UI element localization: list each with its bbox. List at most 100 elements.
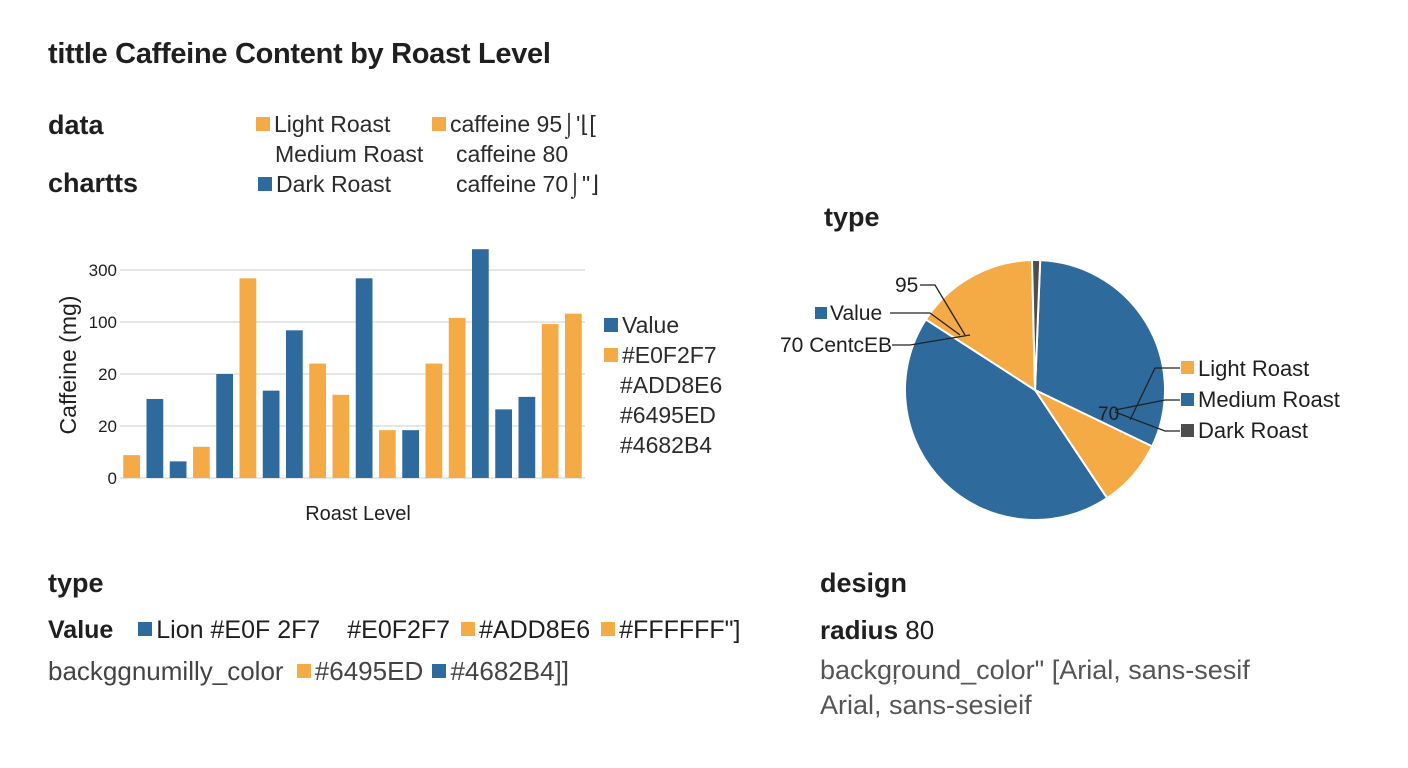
pie-chart: 95 Value 70 CentcEB 70 Light Roast Mediu… (780, 259, 1340, 521)
bar-blue (169, 461, 187, 478)
bar-orange (332, 394, 350, 478)
type-item: #FFFFFF"] (601, 616, 741, 644)
callout-line (1129, 367, 1180, 421)
data-row-3: Dark Roast (258, 171, 391, 198)
design-heading: design (820, 568, 908, 598)
pie-slice-blue (903, 318, 1109, 521)
swatch-dark-icon (1181, 424, 1194, 437)
data-row-2: Medium Roast (275, 141, 424, 167)
type-item: Lion #E0F 2F7 (138, 616, 320, 644)
bar-orange (565, 313, 582, 478)
pie-heading: type (824, 202, 880, 232)
y-tick-label: 20 (98, 365, 117, 384)
bar-legend-item: #6495ED (604, 400, 722, 430)
radius-row: radius 80 (820, 615, 934, 646)
swatch-blue-icon (432, 664, 447, 679)
bar-orange (448, 317, 466, 478)
radius-value: 80 (905, 615, 935, 645)
swatch-blue-icon (604, 317, 618, 332)
design-line-1: backgŗound_color" [Arial, sans-sesif (820, 655, 1250, 685)
bar-legend-item: Value (604, 310, 722, 340)
pie-slice-orange (924, 259, 1037, 392)
bar-x-axis-title: Roast Level (305, 503, 411, 525)
bar-blue (518, 396, 536, 478)
bar-blue (402, 430, 419, 478)
pie-callout-70: 70 (1098, 404, 1119, 425)
bar-legend-item: #E0F2F7 (604, 340, 722, 370)
callout-line (1114, 411, 1180, 432)
radius-label: radius (820, 615, 899, 645)
data-row-1: Light Roast (256, 111, 390, 138)
swatch-orange-icon (461, 622, 476, 637)
pie-slice-blue (1033, 259, 1166, 448)
y-tick-label: 20 (98, 417, 117, 436)
bar-orange (193, 446, 210, 478)
pie-legend-light-roast: Light Roast (1198, 356, 1309, 381)
bar-legend-text: #6495ED (620, 402, 716, 428)
type-item: #ADD8E6 (461, 616, 590, 644)
callout-line (1114, 399, 1180, 411)
type-row-1: Value Lion #E0F 2F7 #E0F2F7 #ADD8E6 #FFF… (48, 616, 741, 645)
bar-legend-item: #ADD8E6 (604, 370, 722, 400)
page-title: tittle Caffeine Content by Roast Level (48, 38, 551, 70)
bar-orange (425, 363, 443, 478)
bar-orange (239, 278, 257, 478)
charts-label: chartts (48, 168, 139, 198)
type-row-1-label: Value (48, 616, 114, 644)
bar-orange (309, 363, 326, 478)
bar-legend: Value #E0F2F7 #ADD8E6 #6495ED #4682B4 (604, 310, 722, 460)
swatch-blue-icon (1181, 393, 1194, 406)
pie-callout-95: 95 (895, 274, 918, 297)
pie-slices (903, 259, 1166, 521)
swatch-blue-icon (258, 176, 272, 191)
bar-orange (379, 430, 396, 478)
swatch-orange-icon (1181, 361, 1194, 374)
pie-callout-value: Value (830, 302, 882, 325)
bar-blue (472, 249, 489, 478)
bar-yticks: 300 100 20 20 0 (89, 261, 117, 488)
bar-chart: 300 100 20 20 0 Caffeine (mg) Roast Level (55, 249, 585, 525)
bar-legend-text: #4682B4 (620, 432, 713, 458)
swatch-blue-icon (815, 307, 827, 319)
data-row-name: Dark Roast (276, 171, 392, 197)
pie-callout-70-centceb: 70 CentcEB (780, 334, 892, 357)
type-heading: type (48, 568, 104, 598)
swatch-orange-icon (601, 622, 616, 637)
callout-line (892, 334, 971, 346)
type-item: #6495ED (296, 656, 423, 686)
y-tick-label: 100 (89, 313, 117, 332)
bar-legend-text: Value (622, 312, 680, 338)
y-tick-label: 0 (108, 469, 117, 488)
swatch-blue-icon (138, 622, 153, 637)
callout-line (920, 284, 966, 336)
bar-grid (120, 269, 585, 479)
bar-blue (216, 374, 233, 478)
data-row-1-value: caffeine 95⌡'⌊[ (432, 111, 596, 138)
swatch-orange-icon (256, 116, 270, 131)
type-row-2-label: backggnumilly_color (48, 656, 284, 686)
bar-legend-item: #4682B4 (604, 430, 722, 460)
pie-legend-dark-roast: Dark Roast (1198, 418, 1308, 443)
data-row-value: caffeine 95⌡'⌊[ (450, 111, 596, 137)
bar-blue (262, 390, 280, 478)
type-item: #4682B4]] (432, 656, 569, 686)
y-tick-label: 300 (89, 261, 117, 280)
bar-y-axis-title: Caffeine (mg) (55, 296, 81, 435)
bar-blue (286, 330, 303, 478)
data-row-3-value: caffeine 70⌡"⌋ (456, 171, 600, 197)
design-line-2: Arial, sans-sesieif (820, 690, 1032, 720)
pie-slice-dark (1031, 259, 1042, 391)
bar-blue (146, 398, 164, 478)
callout-line (890, 312, 961, 336)
type-row-2: backggnumilly_color #6495ED #4682B4]] (48, 656, 569, 687)
data-label: data (48, 110, 104, 140)
data-row-2-value: caffeine 80 (456, 141, 569, 167)
bar-legend-text: #ADD8E6 (620, 372, 723, 398)
type-item: #E0F2F7 (347, 616, 451, 644)
swatch-orange-icon (432, 116, 446, 131)
pie-legend-medium-roast: Medium Roast (1198, 387, 1340, 412)
bar-orange (123, 455, 140, 478)
swatch-orange-icon (604, 347, 618, 362)
bar-blue (355, 278, 373, 478)
bar-group (123, 249, 582, 478)
